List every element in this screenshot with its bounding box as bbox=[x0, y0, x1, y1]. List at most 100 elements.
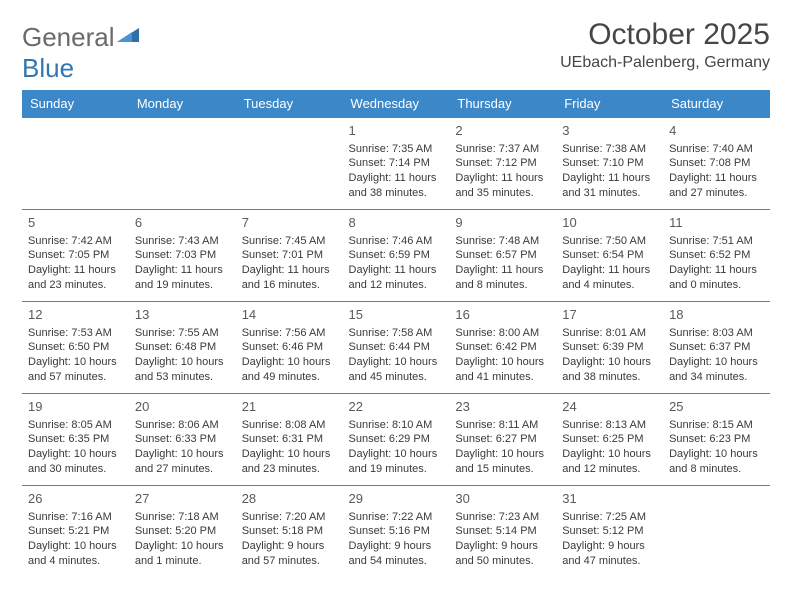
day-number: 15 bbox=[349, 306, 444, 324]
daylight-line: Daylight: 9 hours and 50 minutes. bbox=[455, 539, 550, 569]
day-number: 23 bbox=[455, 398, 550, 416]
sunset-line: Sunset: 6:48 PM bbox=[135, 340, 230, 355]
sunrise-line: Sunrise: 7:42 AM bbox=[28, 234, 123, 249]
daylight-line: Daylight: 11 hours and 4 minutes. bbox=[562, 263, 657, 293]
sunrise-line: Sunrise: 8:11 AM bbox=[455, 418, 550, 433]
daylight-line: Daylight: 11 hours and 0 minutes. bbox=[669, 263, 764, 293]
sunset-line: Sunset: 7:01 PM bbox=[242, 248, 337, 263]
day-number: 4 bbox=[669, 122, 764, 140]
daylight-line: Daylight: 10 hours and 34 minutes. bbox=[669, 355, 764, 385]
sunrise-line: Sunrise: 7:55 AM bbox=[135, 326, 230, 341]
day-number: 8 bbox=[349, 214, 444, 232]
sunset-line: Sunset: 6:46 PM bbox=[242, 340, 337, 355]
sunrise-line: Sunrise: 7:35 AM bbox=[349, 142, 444, 157]
calendar-table: SundayMondayTuesdayWednesdayThursdayFrid… bbox=[22, 90, 770, 578]
calendar-empty bbox=[236, 118, 343, 210]
calendar-week: 12Sunrise: 7:53 AMSunset: 6:50 PMDayligh… bbox=[22, 302, 770, 394]
dow-header: Saturday bbox=[663, 90, 770, 118]
calendar-day: 11Sunrise: 7:51 AMSunset: 6:52 PMDayligh… bbox=[663, 210, 770, 302]
daylight-line: Daylight: 11 hours and 12 minutes. bbox=[349, 263, 444, 293]
logo-part1: General bbox=[22, 22, 115, 52]
day-number: 7 bbox=[242, 214, 337, 232]
month-title: October 2025 bbox=[560, 18, 770, 52]
sunrise-line: Sunrise: 8:10 AM bbox=[349, 418, 444, 433]
sunrise-line: Sunrise: 7:45 AM bbox=[242, 234, 337, 249]
daylight-line: Daylight: 11 hours and 16 minutes. bbox=[242, 263, 337, 293]
day-number: 6 bbox=[135, 214, 230, 232]
day-number: 28 bbox=[242, 490, 337, 508]
daylight-line: Daylight: 10 hours and 49 minutes. bbox=[242, 355, 337, 385]
day-number: 20 bbox=[135, 398, 230, 416]
day-number: 19 bbox=[28, 398, 123, 416]
sunset-line: Sunset: 6:29 PM bbox=[349, 432, 444, 447]
dow-header: Friday bbox=[556, 90, 663, 118]
dow-header: Sunday bbox=[22, 90, 129, 118]
daylight-line: Daylight: 10 hours and 57 minutes. bbox=[28, 355, 123, 385]
dow-header: Thursday bbox=[449, 90, 556, 118]
calendar-day: 29Sunrise: 7:22 AMSunset: 5:16 PMDayligh… bbox=[343, 486, 450, 578]
sunrise-line: Sunrise: 8:05 AM bbox=[28, 418, 123, 433]
daylight-line: Daylight: 10 hours and 19 minutes. bbox=[349, 447, 444, 477]
daylight-line: Daylight: 11 hours and 31 minutes. bbox=[562, 171, 657, 201]
sunrise-line: Sunrise: 7:38 AM bbox=[562, 142, 657, 157]
day-number: 16 bbox=[455, 306, 550, 324]
day-number: 26 bbox=[28, 490, 123, 508]
daylight-line: Daylight: 10 hours and 8 minutes. bbox=[669, 447, 764, 477]
logo-triangle-icon bbox=[117, 22, 139, 53]
dow-row: SundayMondayTuesdayWednesdayThursdayFrid… bbox=[22, 90, 770, 118]
sunset-line: Sunset: 6:31 PM bbox=[242, 432, 337, 447]
sunrise-line: Sunrise: 7:18 AM bbox=[135, 510, 230, 525]
daylight-line: Daylight: 11 hours and 35 minutes. bbox=[455, 171, 550, 201]
day-number: 22 bbox=[349, 398, 444, 416]
sunrise-line: Sunrise: 8:08 AM bbox=[242, 418, 337, 433]
sunrise-line: Sunrise: 8:06 AM bbox=[135, 418, 230, 433]
sunset-line: Sunset: 6:39 PM bbox=[562, 340, 657, 355]
sunrise-line: Sunrise: 7:20 AM bbox=[242, 510, 337, 525]
calendar-day: 30Sunrise: 7:23 AMSunset: 5:14 PMDayligh… bbox=[449, 486, 556, 578]
title-block: October 2025 UEbach-Palenberg, Germany bbox=[560, 18, 770, 72]
sunrise-line: Sunrise: 7:25 AM bbox=[562, 510, 657, 525]
sunset-line: Sunset: 7:10 PM bbox=[562, 156, 657, 171]
sunrise-line: Sunrise: 7:22 AM bbox=[349, 510, 444, 525]
sunset-line: Sunset: 5:12 PM bbox=[562, 524, 657, 539]
daylight-line: Daylight: 11 hours and 38 minutes. bbox=[349, 171, 444, 201]
calendar-day: 4Sunrise: 7:40 AMSunset: 7:08 PMDaylight… bbox=[663, 118, 770, 210]
calendar-day: 12Sunrise: 7:53 AMSunset: 6:50 PMDayligh… bbox=[22, 302, 129, 394]
calendar-day: 9Sunrise: 7:48 AMSunset: 6:57 PMDaylight… bbox=[449, 210, 556, 302]
day-number: 24 bbox=[562, 398, 657, 416]
day-number: 14 bbox=[242, 306, 337, 324]
daylight-line: Daylight: 10 hours and 41 minutes. bbox=[455, 355, 550, 385]
calendar-day: 6Sunrise: 7:43 AMSunset: 7:03 PMDaylight… bbox=[129, 210, 236, 302]
calendar-empty bbox=[22, 118, 129, 210]
day-number: 13 bbox=[135, 306, 230, 324]
sunrise-line: Sunrise: 7:50 AM bbox=[562, 234, 657, 249]
sunset-line: Sunset: 5:21 PM bbox=[28, 524, 123, 539]
calendar-day: 27Sunrise: 7:18 AMSunset: 5:20 PMDayligh… bbox=[129, 486, 236, 578]
daylight-line: Daylight: 11 hours and 8 minutes. bbox=[455, 263, 550, 293]
logo-part2: Blue bbox=[22, 53, 74, 83]
sunset-line: Sunset: 6:52 PM bbox=[669, 248, 764, 263]
daylight-line: Daylight: 10 hours and 53 minutes. bbox=[135, 355, 230, 385]
dow-header: Monday bbox=[129, 90, 236, 118]
sunset-line: Sunset: 6:27 PM bbox=[455, 432, 550, 447]
sunset-line: Sunset: 6:57 PM bbox=[455, 248, 550, 263]
sunset-line: Sunset: 6:33 PM bbox=[135, 432, 230, 447]
sunrise-line: Sunrise: 8:13 AM bbox=[562, 418, 657, 433]
day-number: 5 bbox=[28, 214, 123, 232]
sunrise-line: Sunrise: 8:00 AM bbox=[455, 326, 550, 341]
daylight-line: Daylight: 10 hours and 1 minute. bbox=[135, 539, 230, 569]
sunset-line: Sunset: 6:42 PM bbox=[455, 340, 550, 355]
daylight-line: Daylight: 11 hours and 27 minutes. bbox=[669, 171, 764, 201]
calendar-day: 26Sunrise: 7:16 AMSunset: 5:21 PMDayligh… bbox=[22, 486, 129, 578]
day-number: 25 bbox=[669, 398, 764, 416]
daylight-line: Daylight: 11 hours and 23 minutes. bbox=[28, 263, 123, 293]
calendar-day: 2Sunrise: 7:37 AMSunset: 7:12 PMDaylight… bbox=[449, 118, 556, 210]
header: GeneralBlue October 2025 UEbach-Palenber… bbox=[22, 18, 770, 84]
calendar-week: 26Sunrise: 7:16 AMSunset: 5:21 PMDayligh… bbox=[22, 486, 770, 578]
daylight-line: Daylight: 10 hours and 30 minutes. bbox=[28, 447, 123, 477]
sunset-line: Sunset: 6:54 PM bbox=[562, 248, 657, 263]
calendar-head: SundayMondayTuesdayWednesdayThursdayFrid… bbox=[22, 90, 770, 118]
sunrise-line: Sunrise: 7:23 AM bbox=[455, 510, 550, 525]
day-number: 2 bbox=[455, 122, 550, 140]
calendar-day: 15Sunrise: 7:58 AMSunset: 6:44 PMDayligh… bbox=[343, 302, 450, 394]
